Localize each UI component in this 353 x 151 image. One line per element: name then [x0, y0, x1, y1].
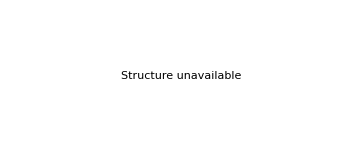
Text: Structure unavailable: Structure unavailable — [121, 71, 241, 81]
